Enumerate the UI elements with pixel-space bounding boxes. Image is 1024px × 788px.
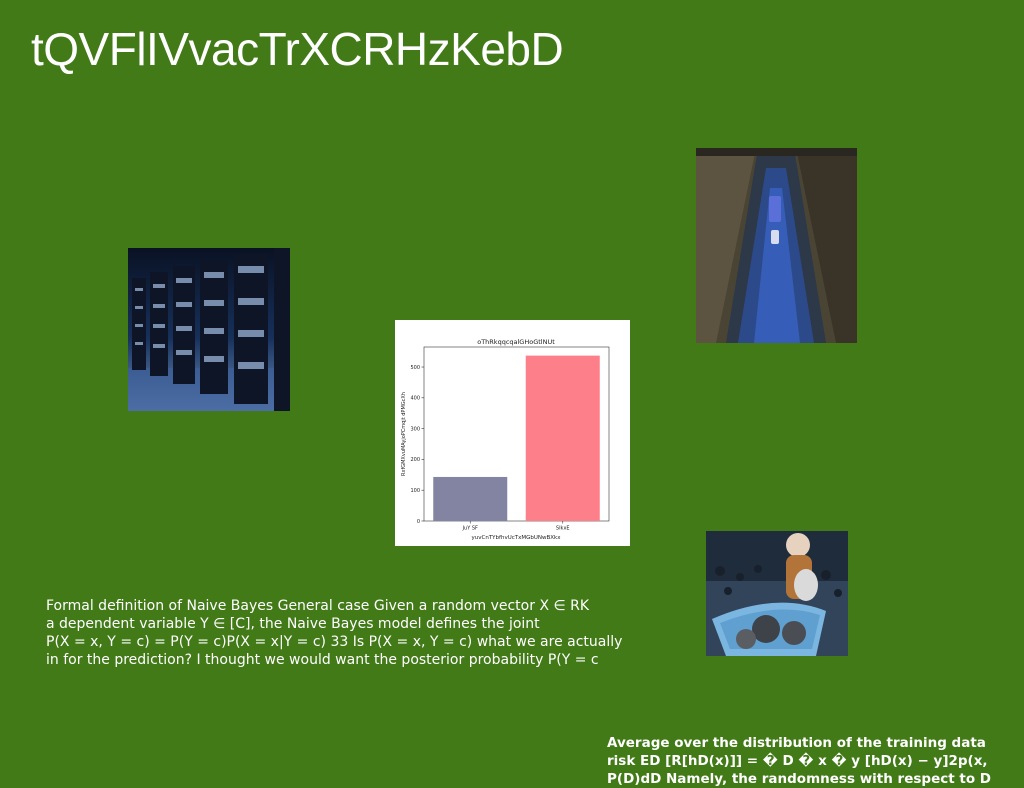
slide-body-text: Formal definition of Naive Bayes General… xyxy=(46,597,623,669)
chart-bar xyxy=(525,355,600,521)
chart-x-axis-label: yuvCnTYbfhvUcTxMGbUNwBXkx xyxy=(472,535,562,541)
body-line-4: in for the prediction? I thought we woul… xyxy=(46,652,599,668)
chart-x-tick-label: SIkxE xyxy=(556,526,570,532)
chart-x-tick-label: JuY SF xyxy=(462,526,478,532)
chart-y-tick-label: 500 xyxy=(410,365,420,371)
child-pumpkins-image xyxy=(706,531,848,656)
body-line-2: a dependent variable Y ∈ [C], the Naive … xyxy=(46,616,540,632)
body-line-3: P(X = x, Y = c) = P(Y = c)P(X = x|Y = c)… xyxy=(46,634,623,650)
chart-y-tick-label: 300 xyxy=(410,426,420,432)
chart-y-tick-label: 100 xyxy=(410,488,420,494)
body-line-1: Formal definition of Naive Bayes General… xyxy=(46,598,590,614)
chart-y-axis-label: RxfGMXvuMAyjoPCmqjt dPMGcXh xyxy=(401,392,407,476)
footer-line-2: risk ED [R[hD(x)]] = � D � x � y [hD(x) … xyxy=(607,753,988,769)
bar-chart: oThRkqqcqalGHoGtlNUt 0 100 200 300 400 500 JuY… xyxy=(395,320,630,546)
slide-title: tQVFlIVvacTrXCRHzKebD xyxy=(31,23,564,75)
footer-line-1: Average over the distribution of the tra… xyxy=(607,735,986,751)
chart-y-tick-label: 400 xyxy=(410,396,420,402)
chart-plot-area xyxy=(423,346,610,522)
slide-footer-text: Average over the distribution of the tra… xyxy=(607,734,1022,788)
chart-y-tick-label: 200 xyxy=(410,457,420,463)
library-stacks-image xyxy=(128,248,290,411)
chart-title: oThRkqqcqalGHoGtlNUt xyxy=(477,338,555,346)
glacier-tunnel-image xyxy=(696,148,857,343)
chart-bar xyxy=(433,476,508,521)
bar-chart-svg: oThRkqqcqalGHoGtlNUt 0 100 200 300 400 500 JuY… xyxy=(401,338,610,541)
chart-y-tick-label: 0 xyxy=(417,519,420,525)
footer-line-3: P(D)dD Namely, the randomness with respe… xyxy=(607,771,992,787)
